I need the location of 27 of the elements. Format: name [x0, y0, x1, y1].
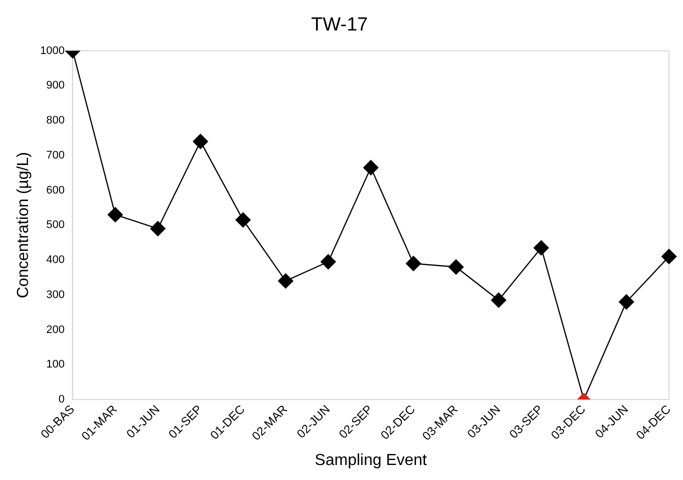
y-tick-label: 600 — [46, 184, 65, 196]
y-tick-label: 900 — [46, 80, 65, 92]
y-tick-label: 800 — [46, 114, 65, 127]
point — [235, 212, 251, 228]
chart-title: TW-17 — [311, 14, 368, 36]
point — [278, 273, 294, 289]
y-tick-label: 400 — [46, 254, 65, 266]
point — [108, 207, 123, 222]
point — [320, 254, 336, 270]
y-tick-label: 200 — [46, 324, 65, 336]
point — [448, 259, 464, 275]
point — [618, 294, 634, 310]
point — [534, 240, 549, 256]
x-axis-title: Sampling Event — [314, 452, 428, 469]
y-tick-label: 500 — [46, 219, 65, 232]
y-tick-label: 0 — [58, 394, 65, 406]
y-axis-title: Concentration (µg/L) — [15, 152, 32, 298]
point — [150, 221, 166, 236]
point — [192, 134, 208, 150]
y-tick-label: 700 — [46, 149, 65, 162]
point — [661, 248, 677, 264]
point — [491, 292, 506, 308]
y-tick-label: 100 — [46, 358, 65, 371]
y-tick-label: 300 — [46, 288, 65, 301]
point — [406, 256, 422, 272]
point — [363, 160, 378, 176]
y-tick-label: 1000 — [40, 44, 65, 57]
